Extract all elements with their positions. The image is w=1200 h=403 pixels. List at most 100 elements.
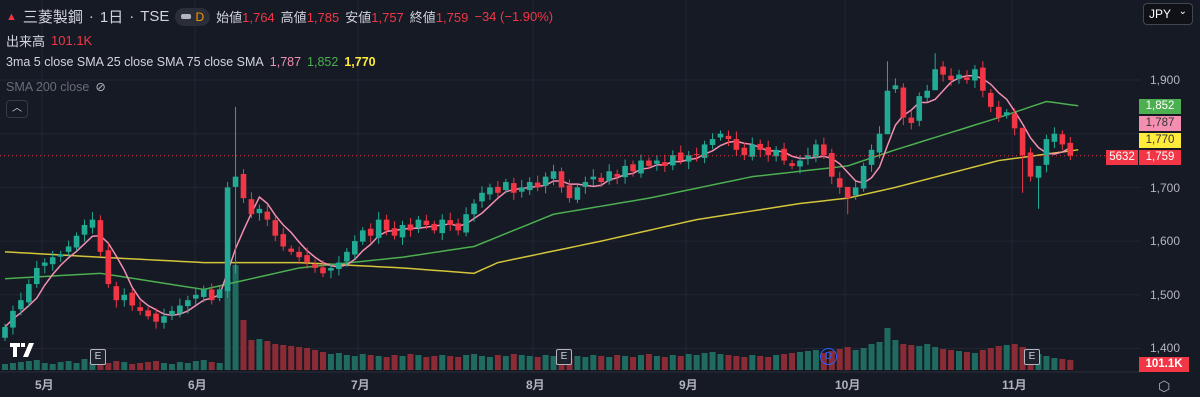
volume-bar [327, 354, 334, 370]
candle-body [495, 186, 501, 193]
volume-bar [479, 356, 485, 370]
candle-body [1003, 112, 1010, 116]
volume-bar [224, 280, 231, 370]
earnings-marker[interactable]: E [1024, 349, 1040, 365]
earnings-marker[interactable]: E [90, 349, 106, 365]
eye-hidden-icon[interactable]: ⊘ [95, 80, 106, 94]
candle-body [884, 90, 891, 135]
candle-body [566, 185, 573, 199]
candle-body [256, 208, 263, 214]
candle-body [200, 289, 207, 297]
candle-body [336, 262, 342, 270]
settings-icon[interactable]: ⬡ [1158, 378, 1171, 394]
candle-body [487, 187, 493, 195]
volume-legend[interactable]: 出来高 101.1K [6, 31, 92, 50]
candle-body [320, 267, 326, 274]
candle-body [646, 160, 652, 166]
volume-bar [844, 347, 851, 370]
volume-bar [598, 356, 605, 370]
sma25-line [4, 100, 1079, 291]
candle-body [709, 139, 716, 145]
candle-body [725, 135, 732, 140]
earnings-marker[interactable]: E [556, 349, 572, 365]
sma75-value: 1,770 [344, 55, 376, 69]
change-value: −34 (−1.90%) [474, 9, 554, 24]
price-chart[interactable] [0, 0, 1140, 400]
volume-bar [208, 362, 215, 370]
candle-body [662, 162, 668, 166]
volume-bar [49, 364, 56, 370]
volume-bar [995, 346, 1002, 370]
volume-bar [765, 357, 772, 370]
volume-bar [574, 356, 581, 370]
volume-bar [749, 355, 756, 370]
volume-bar [757, 356, 764, 370]
x-tick: 10月 [835, 378, 861, 392]
collapse-legend-button[interactable]: ︿ [6, 100, 28, 118]
volume-bar [526, 356, 533, 370]
market-status-pill[interactable]: D [175, 7, 211, 26]
ma-legend[interactable]: 3ma 5 close SMA 25 close SMA 75 close SM… [6, 55, 376, 69]
y-tick: 1,400 [1150, 341, 1181, 355]
interval[interactable]: 1日 [99, 9, 124, 26]
low-value: 1,757 [371, 10, 404, 25]
candle-body [638, 160, 644, 174]
volume-bar [1051, 358, 1058, 370]
candle-body [2, 327, 8, 338]
volume-bar [1059, 359, 1066, 370]
candle-body [97, 220, 104, 252]
symbol-name[interactable]: 三菱製鋼 [22, 9, 83, 26]
candle-body [145, 310, 151, 317]
candle-body [153, 313, 159, 322]
candle-body [10, 310, 16, 328]
volume-bar [789, 353, 796, 370]
volume-bar [2, 364, 8, 370]
volume-bar [963, 352, 970, 370]
volume-bar [1043, 356, 1050, 370]
volume-value: 101.1K [51, 33, 93, 48]
volume-bar [415, 355, 422, 370]
sma200-legend[interactable]: SMA 200 close ⊘ [6, 79, 106, 95]
candle-body [113, 286, 120, 301]
volume-bar [1067, 359, 1074, 370]
candle-body [836, 178, 843, 188]
y-tick: 1,500 [1150, 288, 1181, 302]
volume-bar [367, 355, 374, 370]
volume-bar [423, 357, 430, 370]
volume-bar [57, 362, 64, 370]
tradingview-logo-icon[interactable] [10, 342, 40, 358]
candle-body [272, 220, 279, 236]
candle-body [57, 254, 64, 257]
currency-label: JPY [1149, 7, 1172, 21]
volume-bar [399, 356, 406, 370]
volume-bar [256, 339, 263, 370]
volume-bar [391, 355, 398, 370]
candle-body [542, 176, 549, 186]
volume-price-tag: 101.1K [1139, 357, 1189, 372]
sma75-line [4, 149, 1079, 275]
x-tick: 9月 [679, 378, 698, 392]
close-label: 終値 [409, 10, 436, 25]
sma5-value: 1,787 [269, 55, 302, 69]
volume-bar [940, 349, 947, 370]
volume-bar [630, 357, 637, 370]
open-label: 始値 [216, 10, 243, 25]
volume-bar [781, 354, 788, 370]
candle-body [844, 186, 851, 199]
volume-bar [836, 349, 843, 370]
symbol-legend: ▲ 三菱製鋼 · 1日 · TSE D 始値1,764 高値1,785 安値1,75… [6, 7, 554, 26]
volume-bar [685, 354, 692, 370]
candle-body [606, 171, 612, 181]
candle-body [193, 294, 199, 299]
candle-body [765, 147, 771, 156]
candle-body [829, 153, 835, 177]
candle-body [868, 149, 875, 165]
volume-bar [375, 356, 382, 370]
high-label: 高値 [280, 10, 307, 25]
dividend-marker[interactable]: D [820, 348, 837, 365]
volume-bar [741, 357, 748, 370]
volume-bar [447, 356, 454, 370]
currency-select[interactable]: JPY ⌄ [1143, 3, 1193, 25]
candle-body [582, 182, 589, 187]
candle-body [916, 96, 923, 121]
